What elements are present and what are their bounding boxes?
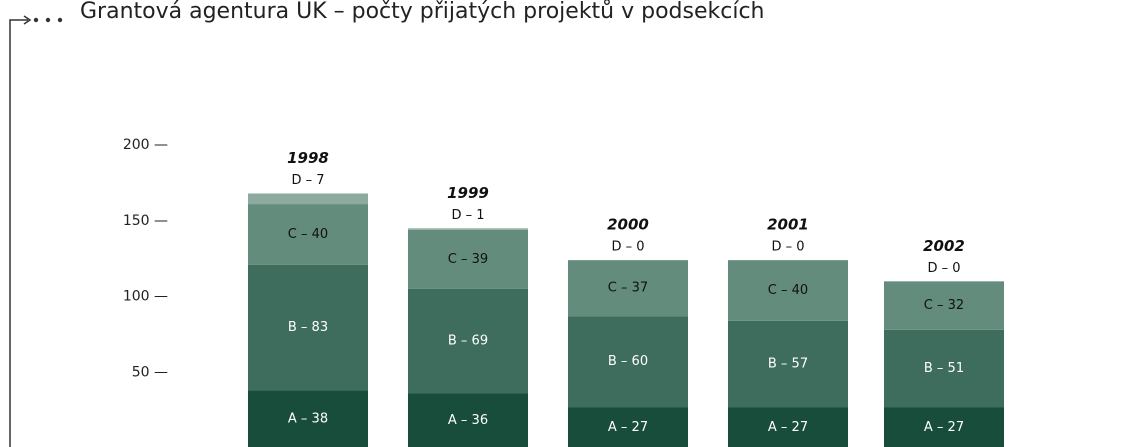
segment-label: C – 37 — [608, 281, 648, 296]
bar-segment — [568, 260, 688, 317]
segment-label: A – 27 — [768, 420, 808, 435]
segment-label: B – 51 — [924, 361, 964, 376]
frame-arrow — [23, 15, 32, 25]
bar-segment — [884, 281, 1004, 330]
y-tick-label: 50 — — [132, 364, 168, 380]
segment-label: D – 0 — [927, 261, 960, 276]
segment-label: B – 57 — [768, 356, 808, 371]
bar-segment — [728, 320, 848, 408]
segment-label: C – 40 — [288, 227, 328, 242]
frame — [9, 19, 28, 447]
bar-segment — [408, 228, 528, 230]
bar-segment — [408, 393, 528, 447]
dot — [45, 17, 51, 23]
y-tick-label: 150 — — [123, 213, 168, 229]
bar-segment — [728, 260, 848, 321]
bar-segment — [568, 407, 688, 447]
x-category-label: 2002 — [923, 237, 965, 255]
dot — [57, 17, 63, 23]
bar-segment — [248, 193, 368, 205]
segment-label: D – 0 — [611, 240, 644, 255]
segment-label: B – 69 — [448, 334, 488, 349]
segment-label: D – 0 — [771, 240, 804, 255]
bar-segment — [248, 204, 368, 265]
segment-label: A – 27 — [608, 420, 648, 435]
bar-segment — [568, 316, 688, 408]
dot — [33, 17, 39, 23]
segment-label: D – 1 — [451, 208, 484, 223]
bar-segment — [884, 329, 1004, 408]
bar-segment — [408, 229, 528, 289]
y-tick-label: 100 — — [123, 289, 168, 305]
segment-label: C – 32 — [924, 298, 964, 313]
segment-label: A – 38 — [288, 412, 328, 427]
segment-label: C – 40 — [768, 283, 808, 298]
segment-label: B – 60 — [608, 354, 648, 369]
bar-segment — [408, 288, 528, 394]
segment-label: C – 39 — [448, 252, 488, 267]
segment-label: D – 7 — [291, 173, 324, 188]
x-category-label: 2000 — [607, 216, 649, 234]
x-category-label: 1999 — [447, 184, 489, 202]
bar-segment — [248, 390, 368, 447]
bar-segment — [728, 407, 848, 447]
segment-label: A – 36 — [448, 413, 488, 428]
bar-segment — [248, 264, 368, 391]
bar-segment — [884, 407, 1004, 447]
segment-label: A – 27 — [924, 420, 964, 435]
x-category-label: 2001 — [767, 216, 809, 234]
chart-title: Grantová agentura UK – počty přijatých p… — [80, 0, 765, 24]
x-category-label: 1998 — [287, 149, 329, 167]
y-tick-label: 200 — — [123, 137, 168, 153]
segment-label: B – 83 — [288, 320, 328, 335]
